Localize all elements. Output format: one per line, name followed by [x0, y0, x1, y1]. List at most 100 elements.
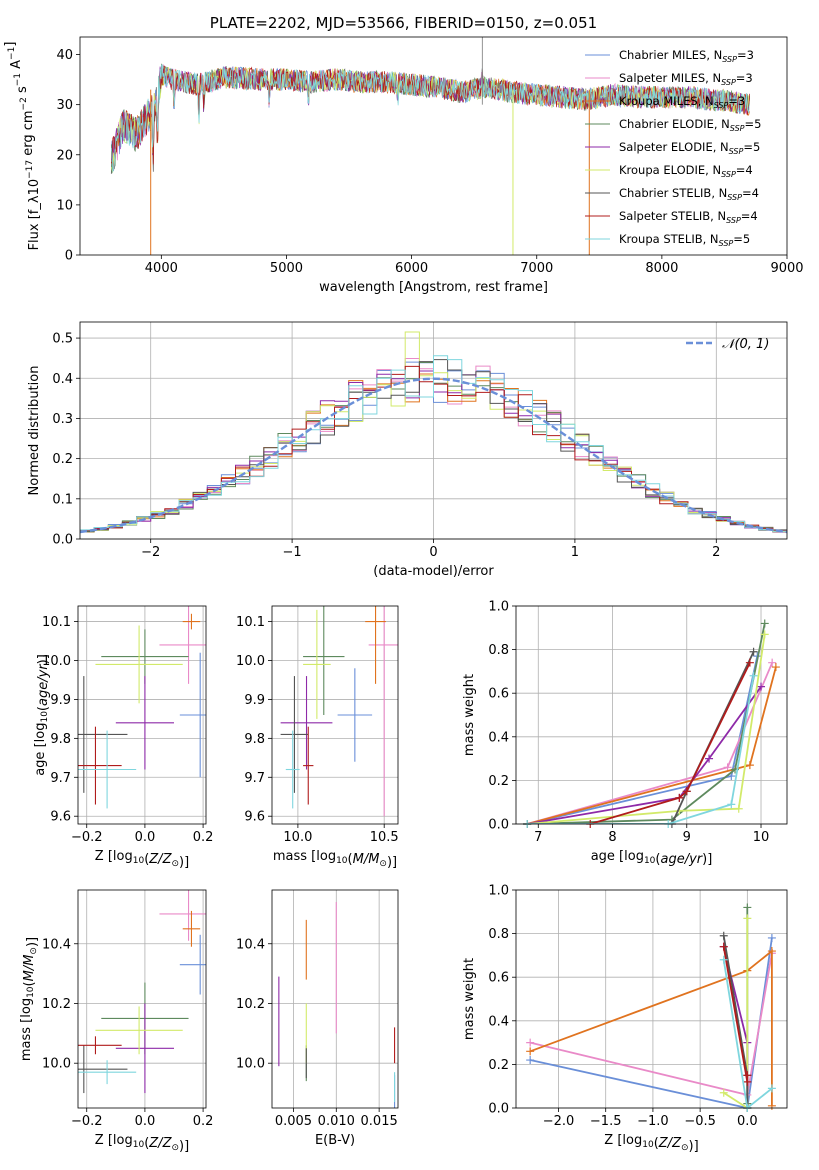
x-axis-label: (data-model)/error	[373, 564, 494, 579]
residuals-panel: −2 −1 0 1 2 0.0 0.1 0.2 0.3 0.4 0.5 (data-model)/er…	[27, 321, 788, 579]
x-tick-label: −0.2	[71, 1114, 103, 1129]
y-tick-label: 10.0	[42, 654, 71, 669]
y-tick-label: 0.0	[488, 818, 509, 833]
x-tick-label: 0.005	[275, 1114, 312, 1129]
axes-frame	[77, 889, 207, 1109]
spectrum-series-line	[110, 65, 750, 165]
age-vs-mass-panel: 10.0 10.5 9.6 9.7 9.8 9.9 10.0 10.1 mass [log10(…	[236, 605, 399, 870]
axes-frame	[271, 889, 399, 1109]
y-tick-label: 0.0	[52, 533, 73, 548]
x-tick-label: 0.0	[135, 1114, 156, 1129]
y-tick-label: 9.9	[50, 693, 71, 708]
x-tick-label: −1.0	[637, 1114, 669, 1129]
x-tick-label: 2	[712, 545, 720, 560]
spectrum-title: PLATE=2202, MJD=53566, FIBERID=0150, z=0…	[210, 14, 597, 32]
y-tick-label: 0.8	[488, 643, 509, 658]
y-tick-label: 0.1	[52, 492, 73, 507]
weight-marker	[719, 1088, 728, 1097]
y-tick-label: 0.6	[488, 687, 509, 702]
x-tick-label: 0	[429, 545, 437, 560]
weight-vs-age-panel: 7 8 9 10 0.0 0.2 0.4 0.6 0.8 1.0 age [log10(age/yr…	[462, 600, 788, 867]
x-tick-label: 10.5	[370, 830, 399, 845]
legend-entry: Chabrier MILES, NSSP=3	[619, 48, 754, 64]
weight-series-line	[589, 662, 751, 824]
weight-marker	[723, 763, 732, 772]
y-tick-label: 9.7	[50, 771, 71, 786]
weight-marker	[727, 800, 736, 809]
weight-marker	[526, 1038, 535, 1047]
x-tick-label: −0.5	[684, 1114, 716, 1129]
x-tick-label: 0.015	[361, 1114, 398, 1129]
weight-marker	[734, 804, 743, 813]
x-tick-label: 6000	[395, 261, 428, 276]
axes-frame	[79, 321, 788, 540]
mass-vs-Z-panel: −0.2 0.0 0.2 10.0 10.2 10.4 Z [log10(Z/Z⊙)] mas…	[19, 889, 213, 1154]
weight-marker	[767, 1101, 776, 1110]
x-tick-label: −1	[283, 545, 302, 560]
y-tick-label: 1.0	[488, 600, 509, 615]
weight-vs-Z-panel: −2.0 −1.5 −1.0 −0.5 0.0 0.0 0.2 0.4 0.6 0.8 1.0 Z […	[462, 884, 788, 1154]
weight-marker	[719, 955, 728, 964]
legend-entry: Kroupa ELODIE, NSSP=4	[619, 163, 753, 179]
weight-marker	[749, 671, 758, 680]
y-tick-label: 10.4	[236, 937, 265, 952]
weight-marker	[760, 619, 769, 628]
weight-marker	[743, 903, 752, 912]
x-tick-label: 10	[753, 830, 770, 845]
x-tick-label: −1.5	[590, 1114, 622, 1129]
x-tick-label: 5000	[270, 261, 303, 276]
y-tick-label: 0.2	[488, 774, 509, 789]
x-axis-label: E(B-V)	[315, 1133, 355, 1148]
weight-marker	[526, 1047, 535, 1056]
x-tick-label: 0.0	[737, 1114, 758, 1129]
y-tick-label: 0	[65, 249, 73, 264]
weight-marker	[760, 630, 769, 639]
y-tick-label: 0.8	[488, 927, 509, 942]
axes-frame	[77, 605, 207, 825]
weight-marker	[743, 914, 752, 923]
age-vs-Z-panel: −0.2 0.0 0.2 9.6 9.7 9.8 9.9 10.0 10.1 Z [log10(Z…	[33, 605, 213, 870]
y-tick-label: 1.0	[488, 884, 509, 899]
weight-marker	[743, 1071, 752, 1080]
y-tick-label: 0.3	[52, 412, 73, 427]
weight-marker	[675, 793, 684, 802]
y-tick-label: 0.4	[488, 1014, 509, 1029]
x-axis-label: Z [log10(Z/Z⊙)]	[95, 1133, 189, 1154]
weight-marker	[768, 658, 777, 667]
x-tick-label: 7000	[520, 261, 553, 276]
x-tick-label: 0.010	[318, 1114, 355, 1129]
y-tick-label: 10.4	[42, 937, 71, 952]
x-tick-label: 9000	[770, 261, 803, 276]
weight-marker	[767, 1084, 776, 1093]
x-axis-label: Z [log10(Z/Z⊙)]	[95, 849, 189, 870]
y-tick-label: 9.7	[244, 771, 265, 786]
y-tick-label: 10.0	[236, 654, 265, 669]
weight-marker	[526, 1056, 535, 1065]
y-axis-label: mass [log10(M/M⊙)]	[19, 937, 40, 1061]
y-tick-label: 10.2	[236, 997, 265, 1012]
y-axis-label: Normed distribution	[27, 366, 42, 496]
weight-marker	[757, 682, 766, 691]
y-axis-label: mass weight	[462, 958, 477, 1040]
x-tick-label: 10.0	[283, 830, 312, 845]
legend-entry: Salpeter ELODIE, NSSP=5	[619, 140, 760, 156]
weight-series-line	[527, 675, 755, 824]
x-axis-label: wavelength [Angstrom, rest frame]	[319, 280, 548, 295]
y-tick-label: 30	[56, 98, 73, 113]
weight-series-line	[526, 686, 762, 824]
y-tick-label: 9.9	[244, 693, 265, 708]
axes-frame	[515, 889, 788, 1109]
y-axis-label: age [log10(age/yr)]	[33, 654, 51, 776]
y-tick-label: 0.5	[52, 332, 73, 347]
y-tick-label: 9.6	[244, 810, 265, 825]
y-tick-label: 0.0	[488, 1102, 509, 1117]
weight-marker	[767, 933, 776, 942]
y-axis-label: Flux [f_λ10−17 erg cm−2 s−1 A−1]	[3, 42, 42, 251]
legend-entry: Chabrier ELODIE, NSSP=5	[619, 117, 761, 133]
weight-marker	[745, 761, 754, 770]
axes-frame	[79, 36, 788, 256]
y-tick-label: 9.8	[50, 732, 71, 747]
x-tick-label: 9	[683, 830, 691, 845]
weight-marker	[745, 658, 754, 667]
